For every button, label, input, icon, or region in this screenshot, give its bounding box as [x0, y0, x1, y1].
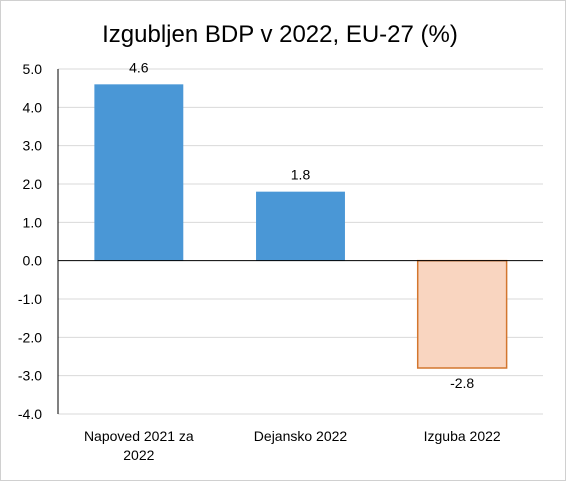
y-tick-label: 4.0 [23, 99, 43, 115]
data-label: 4.6 [129, 59, 149, 75]
chart-title: Izgubljen BDP v 2022, EU-27 (%) [102, 21, 458, 48]
labels: 5.0 4.0 3.0 2.0 1.0 0.0 -1.0 -2.0 -3.0 -4.0 4.6 Nap… [18, 59, 501, 463]
category-label: Napoved 2021 za [84, 428, 194, 444]
y-tick-label: -3.0 [18, 368, 42, 384]
bar [416, 259, 508, 369]
bar [94, 84, 184, 261]
category-label: Dejansko 2022 [254, 428, 348, 444]
y-tick-label: 3.0 [23, 138, 43, 154]
bars [94, 84, 508, 369]
axes [57, 69, 543, 414]
y-tick-label: -2.0 [18, 329, 42, 345]
y-tick-label: 5.0 [23, 61, 43, 77]
data-label: 1.8 [291, 167, 311, 183]
y-tick-label: 1.0 [23, 214, 43, 230]
y-tick-label: 0.0 [23, 253, 43, 269]
data-label: -2.8 [450, 375, 474, 391]
bar [256, 191, 345, 261]
y-tick-label: 2.0 [23, 176, 43, 192]
category-label: 2022 [123, 447, 154, 463]
y-tick-label: -4.0 [18, 406, 42, 422]
y-tick-label: -1.0 [18, 291, 42, 307]
category-label: Izguba 2022 [424, 428, 501, 444]
